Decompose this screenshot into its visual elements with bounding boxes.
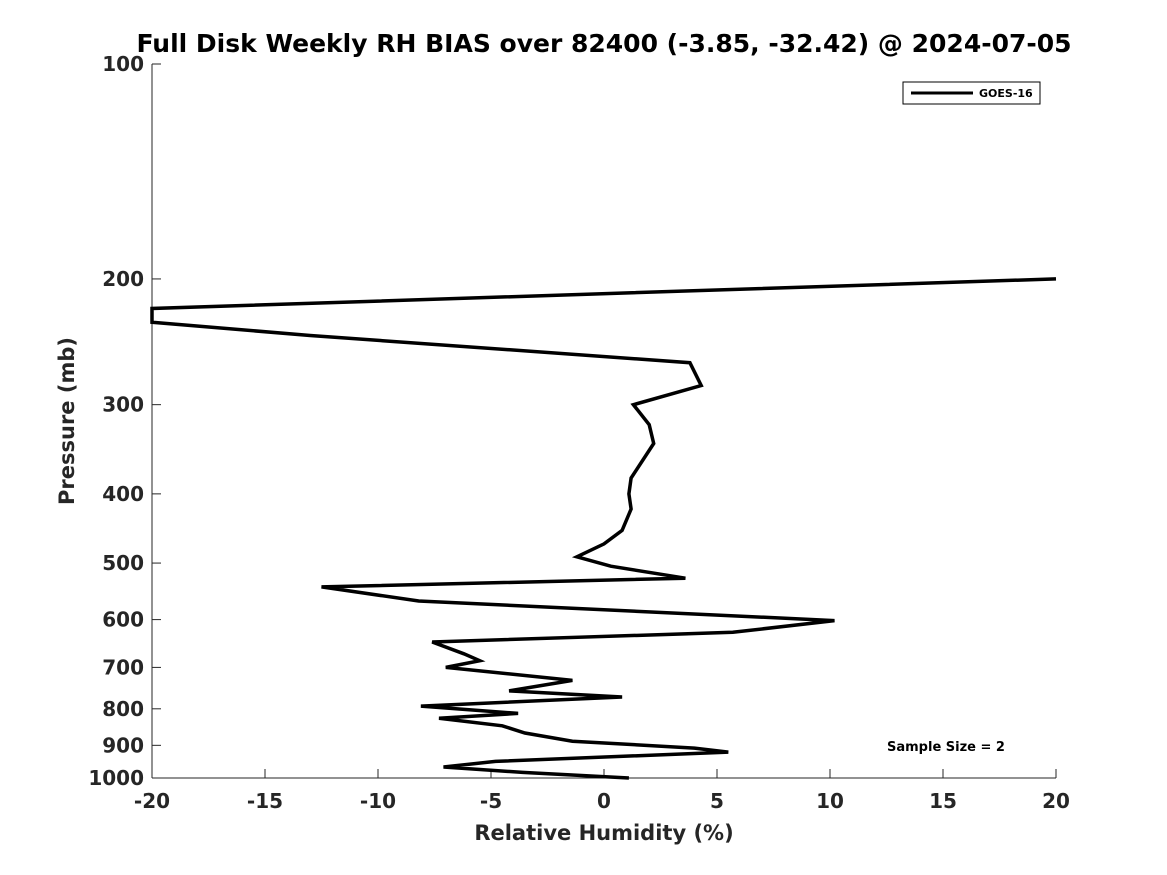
y-tick-label: 800: [102, 697, 144, 721]
x-tick-label: 20: [1042, 789, 1070, 813]
x-tick-label: -20: [134, 789, 170, 813]
x-tick-label: 15: [929, 789, 957, 813]
x-tick-label: 0: [597, 789, 611, 813]
x-tick-label: 5: [710, 789, 724, 813]
series-line-goes-16: [150, 277, 1057, 780]
y-tick-label: 600: [102, 608, 144, 632]
y-axis-label: Pressure (mb): [55, 337, 79, 505]
y-tick-label: 400: [102, 482, 144, 506]
x-tick-label: -10: [360, 789, 396, 813]
x-axis-label: Relative Humidity (%): [474, 821, 733, 845]
y-tick-label: 100: [102, 52, 144, 76]
series-layer: [150, 277, 1057, 780]
x-tick-label: -15: [247, 789, 283, 813]
y-tick-label: 500: [102, 551, 144, 575]
x-tick-label: 10: [816, 789, 844, 813]
sample-size-annotation: Sample Size = 2: [887, 740, 1005, 755]
axes: [151, 64, 1056, 779]
legend-label-goes-16: GOES-16: [979, 87, 1033, 100]
y-tick-label: 1000: [88, 766, 144, 790]
y-tick-label: 900: [102, 733, 144, 757]
y-tick-label: 300: [102, 393, 144, 417]
legend: GOES-16: [902, 81, 1041, 105]
y-tick-label: 700: [102, 655, 144, 679]
x-axis-ticks: -20 -15 -10 -5 0 5 10 15 20: [134, 769, 1070, 813]
y-axis-ticks: 100 200 300 400 500 600 700 800 900 1000: [88, 52, 161, 790]
x-tick-label: -5: [480, 789, 502, 813]
chart-title: Full Disk Weekly RH BIAS over 82400 (-3.…: [136, 29, 1071, 58]
y-tick-label: 200: [102, 267, 144, 291]
